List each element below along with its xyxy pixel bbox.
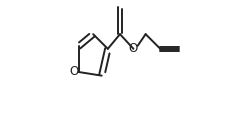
Text: O: O [69, 66, 78, 78]
Text: O: O [128, 42, 138, 55]
